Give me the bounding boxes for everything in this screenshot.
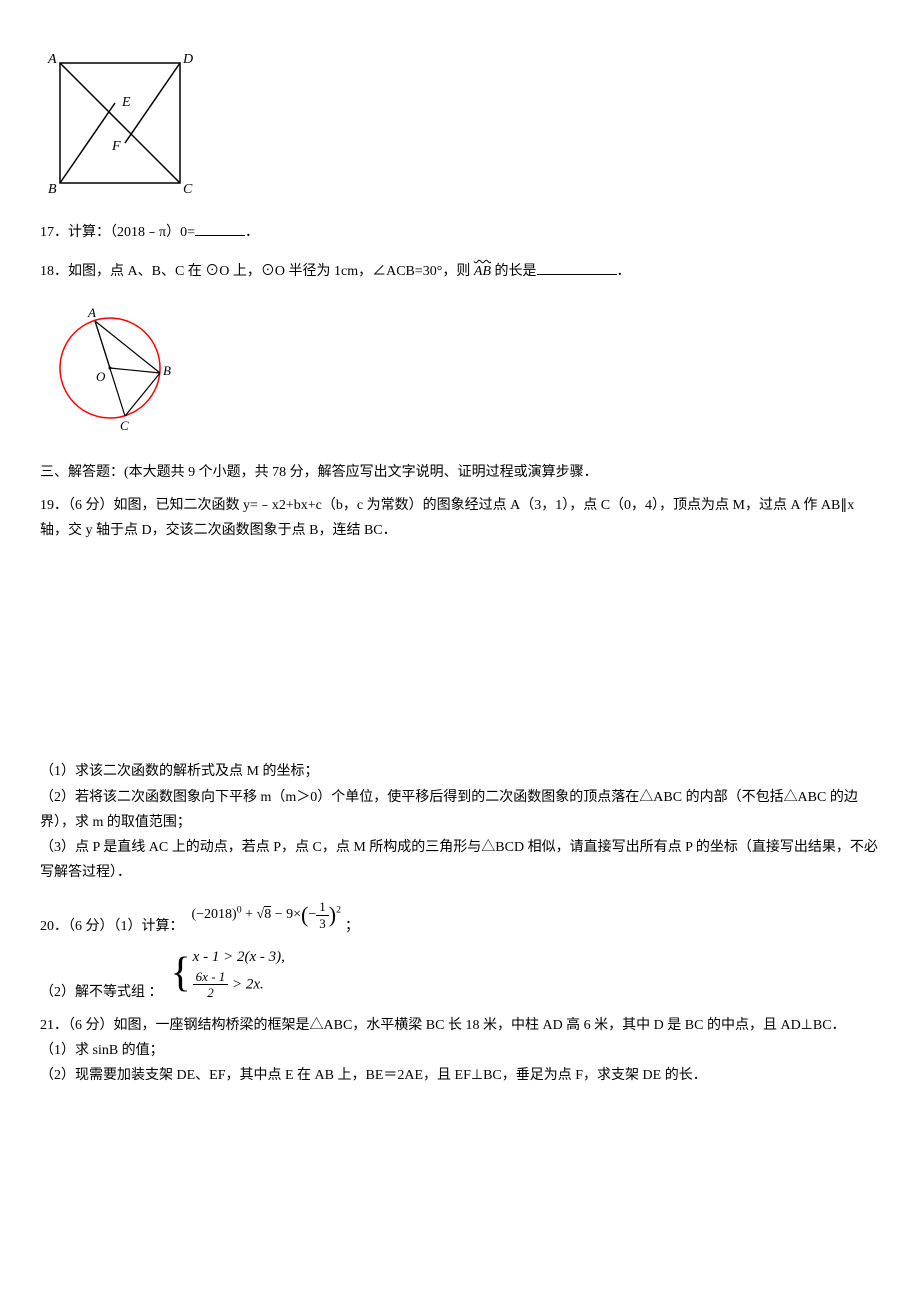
clabel-a: A <box>87 305 96 320</box>
q20-line2: （2）解不等式组 ： <box>40 980 163 1005</box>
q17-blank <box>195 222 245 236</box>
figure-square-abcde-f: A D B C E F <box>40 48 880 212</box>
diag-ac <box>60 63 180 183</box>
line-ab <box>95 321 160 373</box>
sys-frac-num: 6x - 1 <box>193 969 229 986</box>
question-17: 17．计算：（2018﹣π）0= ． <box>40 220 880 245</box>
q20-system: { x - 1 > 2(x - 3), 6x - 12 > 2x. <box>171 945 285 1001</box>
q21-p1: （1）求 sinB 的值； <box>40 1038 880 1063</box>
q18-prefix: 18．如图，点 A、B、C 在 ⊙O 上，⊙O 半径为 1cm，∠ACB=30°… <box>40 264 470 279</box>
q17-suffix: ． <box>245 225 259 240</box>
brace-icon: { <box>171 952 191 994</box>
q18-blank <box>537 261 617 275</box>
question-21: 21．（6 分）如图，一座钢结构桥梁的框架是△ABC，水平横梁 BC 长 18 … <box>40 1013 880 1089</box>
section3-text: 三、解答题：(本大题共 9 个小题，共 78 分，解答应写出文字说明、证明过程或… <box>40 465 598 480</box>
q18-suffix: ． <box>617 264 631 279</box>
arc-ab: AB <box>474 264 495 279</box>
label-d: D <box>182 52 193 67</box>
question-20: 20．（6 分）（1）计算： (−2018)0 + √8 − 9×(−13)2 … <box>40 895 880 1005</box>
circle-svg: A B C O <box>40 293 190 443</box>
line-ao <box>95 321 110 368</box>
sys-line2: 6x - 12 > 2x. <box>193 969 285 1001</box>
label-f: F <box>111 139 121 154</box>
label-b: B <box>48 182 57 197</box>
label-e: E <box>121 95 131 110</box>
section-3-header: 三、解答题：(本大题共 9 个小题，共 78 分，解答应写出文字说明、证明过程或… <box>40 460 880 485</box>
clabel-o: O <box>96 369 106 384</box>
q19-p1: （1）求该二次函数的解析式及点 M 的坐标； <box>40 759 880 784</box>
sys-frac-den: 2 <box>193 985 229 1001</box>
q18-mid: 的长是 <box>495 264 537 279</box>
label-c: C <box>183 182 193 197</box>
q17-text: 17．计算：（2018﹣π）0= <box>40 225 195 240</box>
q19-intro: 19．（6 分）如图，已知二次函数 y=﹣x2+bx+c（b，c 为常数）的图象… <box>40 493 880 543</box>
square-svg: A D B C E F <box>40 48 200 203</box>
arc-label: AB <box>474 264 491 279</box>
figure-circle-abc: A B C O <box>40 293 880 452</box>
q19-figure-space <box>40 551 880 751</box>
sys-line2-suffix: > 2x. <box>228 976 264 992</box>
q21-p2: （2）现需要加装支架 DE、EF，其中点 E 在 AB 上，BE＝2AE，且 E… <box>40 1063 880 1088</box>
clabel-c: C <box>120 418 129 433</box>
point-o <box>109 366 112 369</box>
line-ob <box>110 368 160 373</box>
q20-formula1: (−2018)0 + √8 − 9×(−13)2 <box>192 895 342 935</box>
q19-p3: （3）点 P 是直线 AC 上的动点，若点 P，点 C，点 M 所构成的三角形与… <box>40 835 880 885</box>
label-a: A <box>47 52 57 67</box>
question-19: 19．（6 分）如图，已知二次函数 y=﹣x2+bx+c（b，c 为常数）的图象… <box>40 493 880 543</box>
line-be <box>60 103 115 183</box>
sys-line1: x - 1 > 2(x - 3), <box>193 945 285 969</box>
q21-intro: 21．（6 分）如图，一座钢结构桥梁的框架是△ABC，水平横梁 BC 长 18 … <box>40 1013 880 1038</box>
line-bc <box>125 373 160 416</box>
q19-p2: （2）若将该二次函数图象向下平移 m（m＞0）个单位，使平移后得到的二次函数图象… <box>40 785 880 835</box>
q20-line1: 20．（6 分）（1）计算： <box>40 914 184 939</box>
line-df <box>125 63 180 143</box>
clabel-b: B <box>163 363 171 378</box>
question-18: 18．如图，点 A、B、C 在 ⊙O 上，⊙O 半径为 1cm，∠ACB=30°… <box>40 259 880 284</box>
question-19-parts: （1）求该二次函数的解析式及点 M 的坐标； （2）若将该二次函数图象向下平移 … <box>40 759 880 885</box>
